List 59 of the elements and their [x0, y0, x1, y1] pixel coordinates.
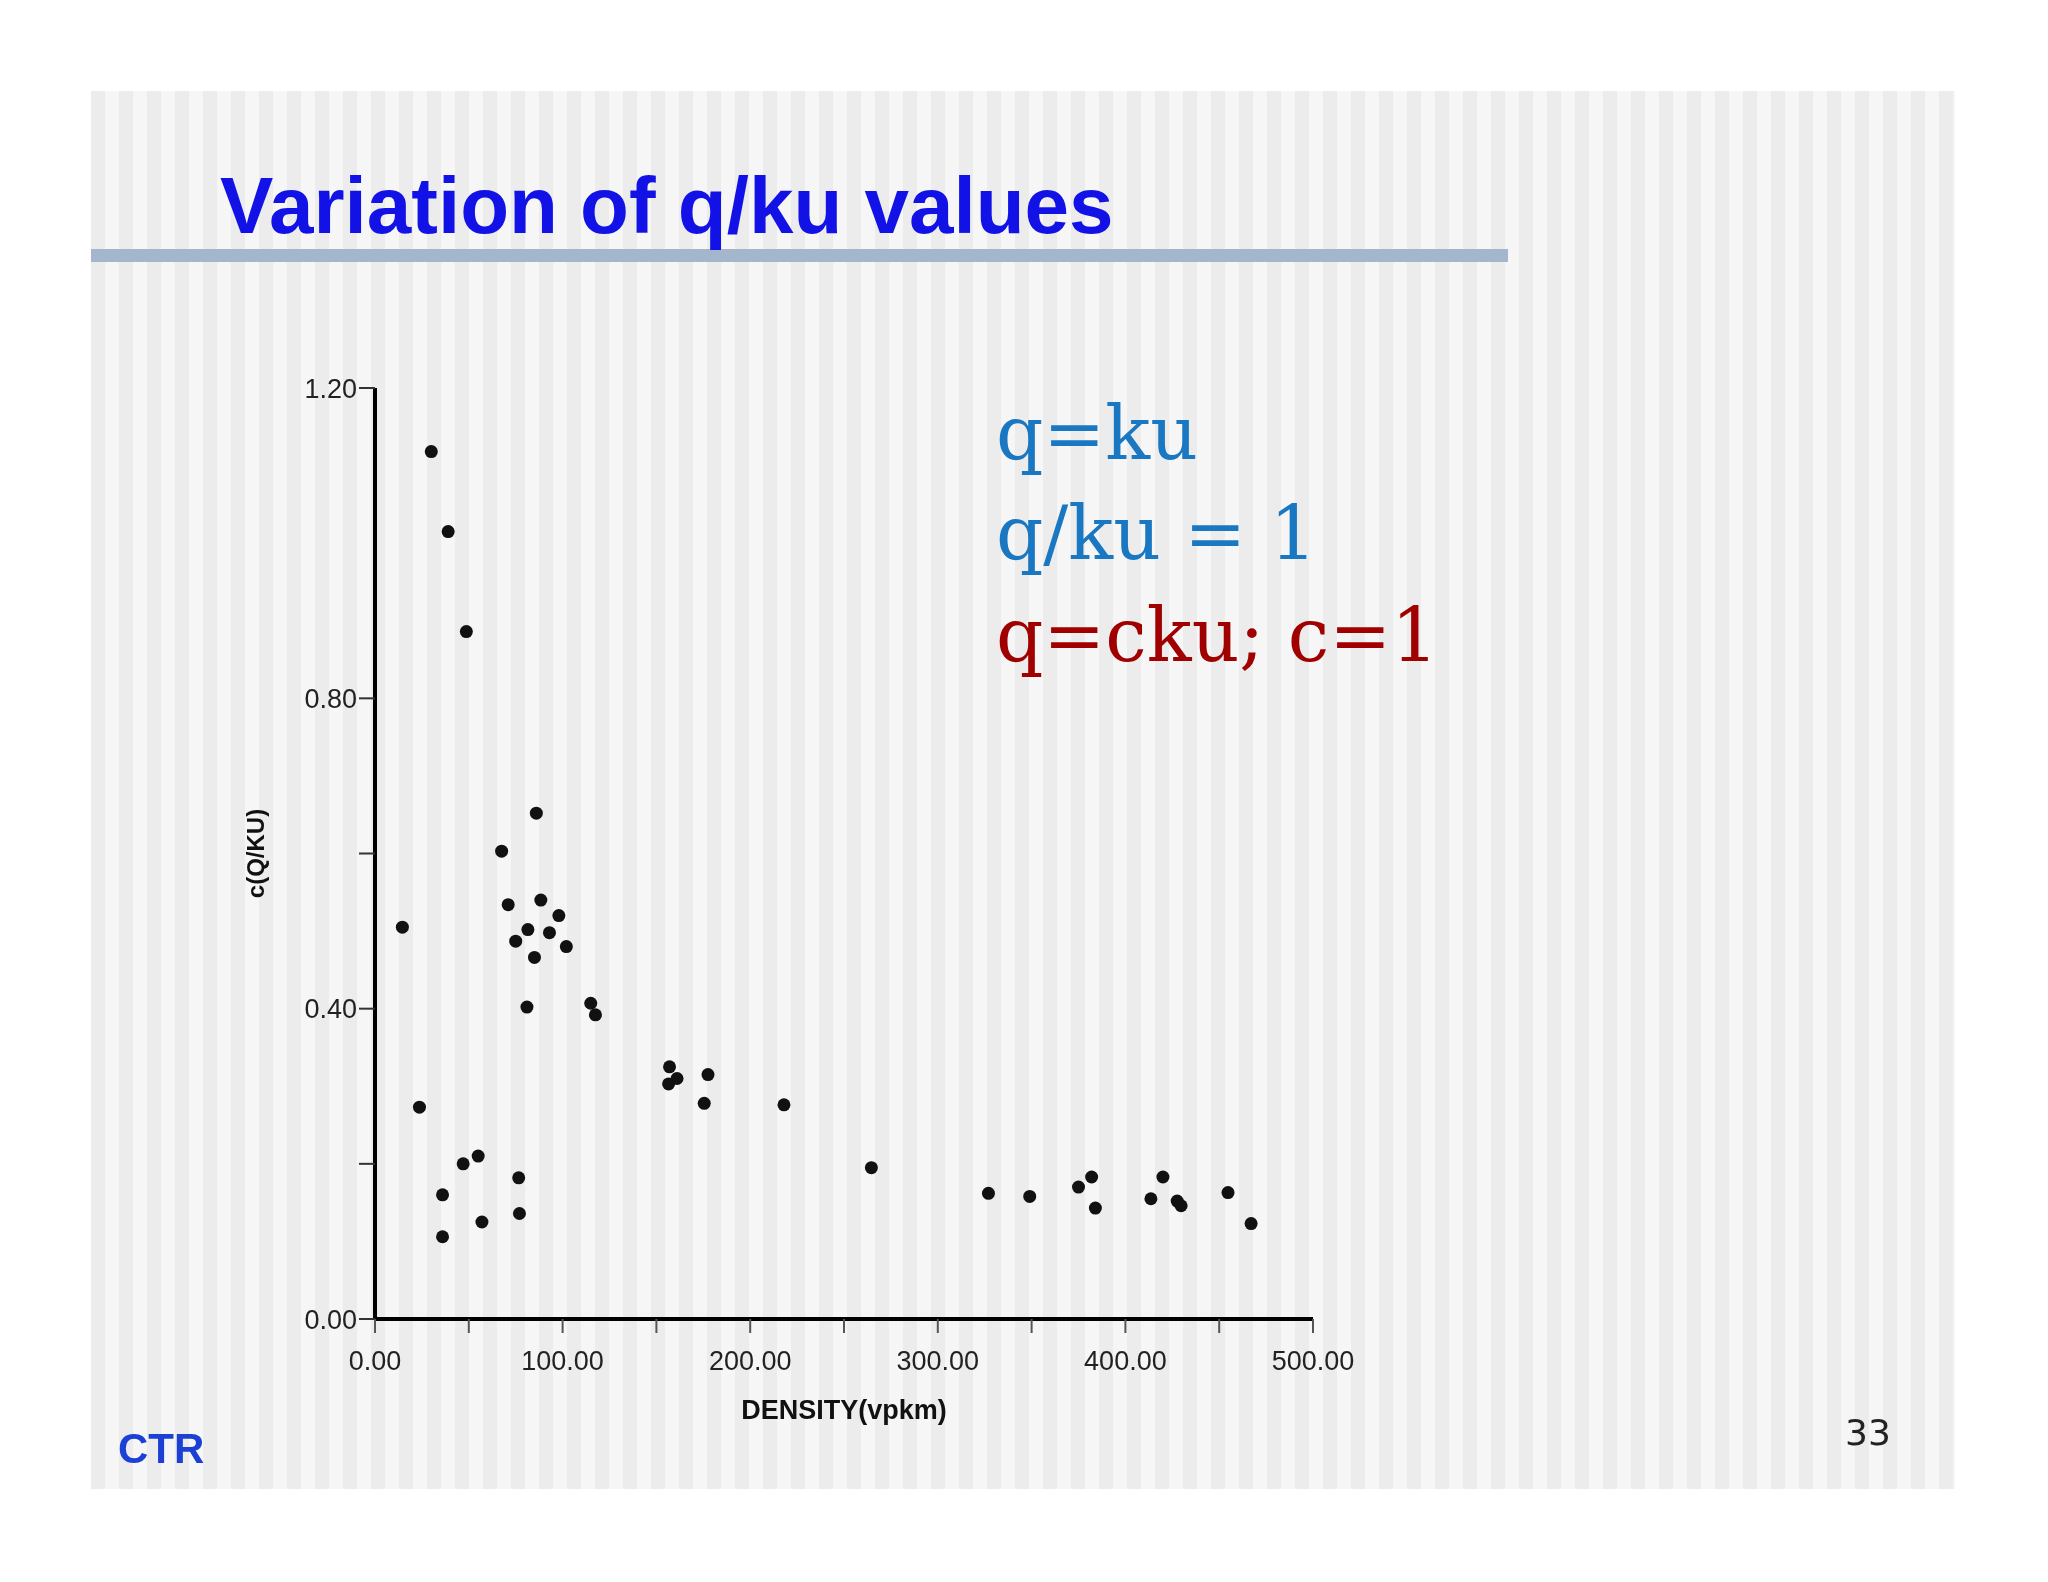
text: CTR [118, 1425, 205, 1473]
x-axis-title: DENSITY(vpkm) [741, 1395, 947, 1425]
point [1085, 1170, 1099, 1184]
y-tick-label: 0.40 [304, 994, 357, 1025]
point [495, 844, 509, 858]
x-tick-label: 100.00 [521, 1346, 604, 1377]
point [412, 1100, 426, 1114]
y-tick-label: 1.20 [304, 373, 357, 404]
point [1244, 1217, 1258, 1231]
point [542, 926, 556, 940]
y-tick-label: 0.00 [304, 1304, 357, 1335]
chart-title: Variation of q/ku values [220, 160, 1114, 252]
point [588, 1008, 602, 1022]
text: 33 [1845, 1412, 1891, 1453]
point [559, 940, 573, 954]
point [521, 923, 535, 937]
point [471, 1149, 485, 1163]
point [501, 898, 515, 912]
point [475, 1215, 489, 1229]
point [1072, 1180, 1085, 1194]
point [459, 625, 473, 639]
x-tick-label: 300.00 [896, 1346, 980, 1377]
x-tick-label: 500.00 [1271, 1346, 1355, 1377]
point [697, 1096, 711, 1110]
point [441, 525, 455, 539]
point [512, 1171, 526, 1185]
point [552, 909, 566, 923]
point [1088, 1201, 1102, 1215]
annotation: q=cku; c=1 [996, 592, 1439, 678]
point [1156, 1170, 1170, 1184]
y-axis-title: c(Q/KU) [241, 808, 269, 899]
point [777, 1098, 791, 1112]
annotation: q=ku [996, 390, 1198, 476]
x-tick-label: 0.00 [348, 1346, 402, 1377]
point [436, 1188, 450, 1202]
point [981, 1186, 995, 1200]
y-tick-label: 0.80 [304, 683, 357, 714]
point [527, 950, 541, 964]
point [670, 1071, 684, 1085]
point [456, 1157, 470, 1171]
point [534, 893, 548, 907]
point [509, 934, 523, 948]
x-tick-label: 200.00 [708, 1346, 792, 1377]
point [701, 1068, 715, 1082]
point [424, 445, 438, 459]
point [663, 1060, 677, 1074]
point [395, 920, 409, 934]
point [1023, 1189, 1037, 1203]
point [520, 1000, 534, 1014]
point [864, 1161, 878, 1175]
point [1174, 1199, 1188, 1213]
point [512, 1206, 526, 1220]
point [436, 1230, 450, 1244]
point [1144, 1192, 1158, 1206]
annotation: q/ku = 1 [996, 490, 1317, 576]
point [1221, 1186, 1235, 1200]
point [584, 996, 598, 1010]
point [529, 806, 543, 820]
x-tick-label: 400.00 [1084, 1346, 1167, 1377]
